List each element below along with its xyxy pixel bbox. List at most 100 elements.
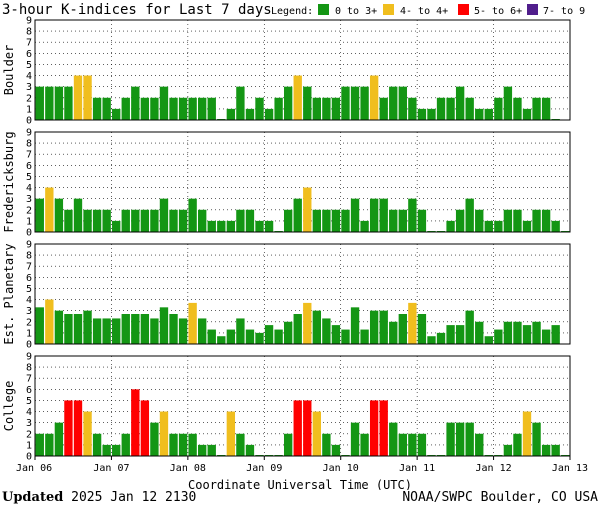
- bar-3-39: [408, 433, 417, 456]
- bar-1-44: [455, 209, 465, 232]
- bar-0-51: [522, 108, 532, 120]
- bar-3-13: [159, 411, 169, 456]
- bar-3-49: [503, 444, 513, 456]
- bar-3-11: [140, 400, 150, 456]
- legend-label: Legend:: [271, 6, 313, 17]
- bar-0-44: [455, 86, 465, 120]
- bar-3-10: [131, 389, 140, 456]
- bar-1-17: [198, 209, 207, 232]
- bar-0-27: [293, 75, 302, 120]
- updated-label: Updated: [2, 490, 64, 505]
- bar-3-20: [226, 411, 236, 456]
- bar-2-35: [369, 310, 379, 344]
- bar-0-42: [436, 97, 446, 120]
- bar-3-31: [331, 444, 341, 456]
- bar-3-53: [541, 444, 551, 456]
- panel-frame: [34, 355, 571, 457]
- y-tick-label: 4: [26, 295, 32, 306]
- bar-2-2: [54, 310, 64, 344]
- bar-3-2: [54, 422, 64, 456]
- bar-3-34: [360, 433, 369, 456]
- bar-1-51: [522, 220, 532, 232]
- bar-2-51: [522, 325, 532, 344]
- bar-1-1: [45, 187, 54, 232]
- bar-3-26: [283, 433, 293, 456]
- bar-1-52: [532, 209, 541, 232]
- bar-0-48: [494, 97, 503, 120]
- bar-0-31: [331, 97, 341, 120]
- bar-2-30: [322, 318, 331, 344]
- y-tick-label: 3: [26, 82, 32, 93]
- bar-2-52: [532, 321, 541, 344]
- bar-2-48: [494, 329, 503, 344]
- bar-0-47: [484, 108, 493, 120]
- y-tick-label: 2: [26, 93, 32, 104]
- bar-1-2: [54, 198, 64, 232]
- y-tick-label: 0: [26, 340, 32, 351]
- bar-1-21: [236, 209, 245, 232]
- panel-label: Fredericksburg: [2, 131, 16, 232]
- bar-2-18: [207, 329, 216, 344]
- bar-1-11: [140, 209, 150, 232]
- x-tick-label: Jan 08: [170, 463, 206, 474]
- y-tick-label: 6: [26, 385, 32, 396]
- bar-0-10: [131, 86, 140, 120]
- bar-2-17: [198, 318, 207, 344]
- bar-3-1: [45, 433, 54, 456]
- y-tick-label: 1: [26, 328, 32, 339]
- bar-1-50: [513, 209, 522, 232]
- panel-background: [35, 356, 570, 456]
- bar-3-27: [293, 400, 302, 456]
- y-tick-label: 0: [26, 228, 32, 239]
- y-tick-label: 6: [26, 273, 32, 284]
- bar-1-24: [264, 220, 274, 232]
- legend-item-green: 0 to 3+: [335, 6, 377, 17]
- bar-0-29: [312, 97, 322, 120]
- bar-1-35: [369, 198, 379, 232]
- bar-0-43: [446, 97, 455, 120]
- bar-2-8: [112, 318, 121, 344]
- x-axis-label: Coordinate Universal Time (UTC): [188, 478, 412, 490]
- bar-3-35: [369, 400, 379, 456]
- y-tick-label: 6: [26, 49, 32, 60]
- bar-1-47: [484, 220, 493, 232]
- bar-3-36: [379, 400, 388, 456]
- y-tick-label: 1: [26, 216, 32, 227]
- bar-0-22: [245, 108, 255, 120]
- bar-0-18: [207, 97, 216, 120]
- bar-0-2: [54, 86, 64, 120]
- chart-title: 3-hour K-indices for Last 7 days: [2, 2, 272, 18]
- bar-3-17: [198, 444, 207, 456]
- bar-3-22: [245, 444, 255, 456]
- bar-1-28: [303, 187, 312, 232]
- bar-2-53: [541, 329, 551, 344]
- bar-1-22: [245, 209, 255, 232]
- bar-1-14: [169, 209, 178, 232]
- y-tick-label: 1: [26, 440, 32, 451]
- y-tick-label: 7: [26, 374, 32, 385]
- bar-2-27: [293, 314, 302, 344]
- bar-0-50: [513, 97, 522, 120]
- bar-2-42: [436, 332, 446, 344]
- bar-0-21: [236, 86, 245, 120]
- y-tick-label: 5: [26, 60, 32, 71]
- x-tick-label: Jan 12: [476, 463, 512, 474]
- bar-0-35: [369, 75, 379, 120]
- bar-2-34: [360, 329, 369, 344]
- y-tick-label: 7: [26, 262, 32, 273]
- bar-2-20: [226, 329, 236, 344]
- bar-3-9: [121, 433, 130, 456]
- bar-2-21: [236, 318, 245, 344]
- bar-2-14: [169, 314, 178, 344]
- x-tick-label: Jan 07: [93, 463, 129, 474]
- bar-3-4: [73, 400, 83, 456]
- bar-1-6: [92, 209, 102, 232]
- bar-1-53: [541, 209, 551, 232]
- bar-3-37: [389, 422, 398, 456]
- bar-2-37: [389, 321, 398, 344]
- bar-0-46: [475, 108, 484, 120]
- bar-2-39: [408, 302, 417, 344]
